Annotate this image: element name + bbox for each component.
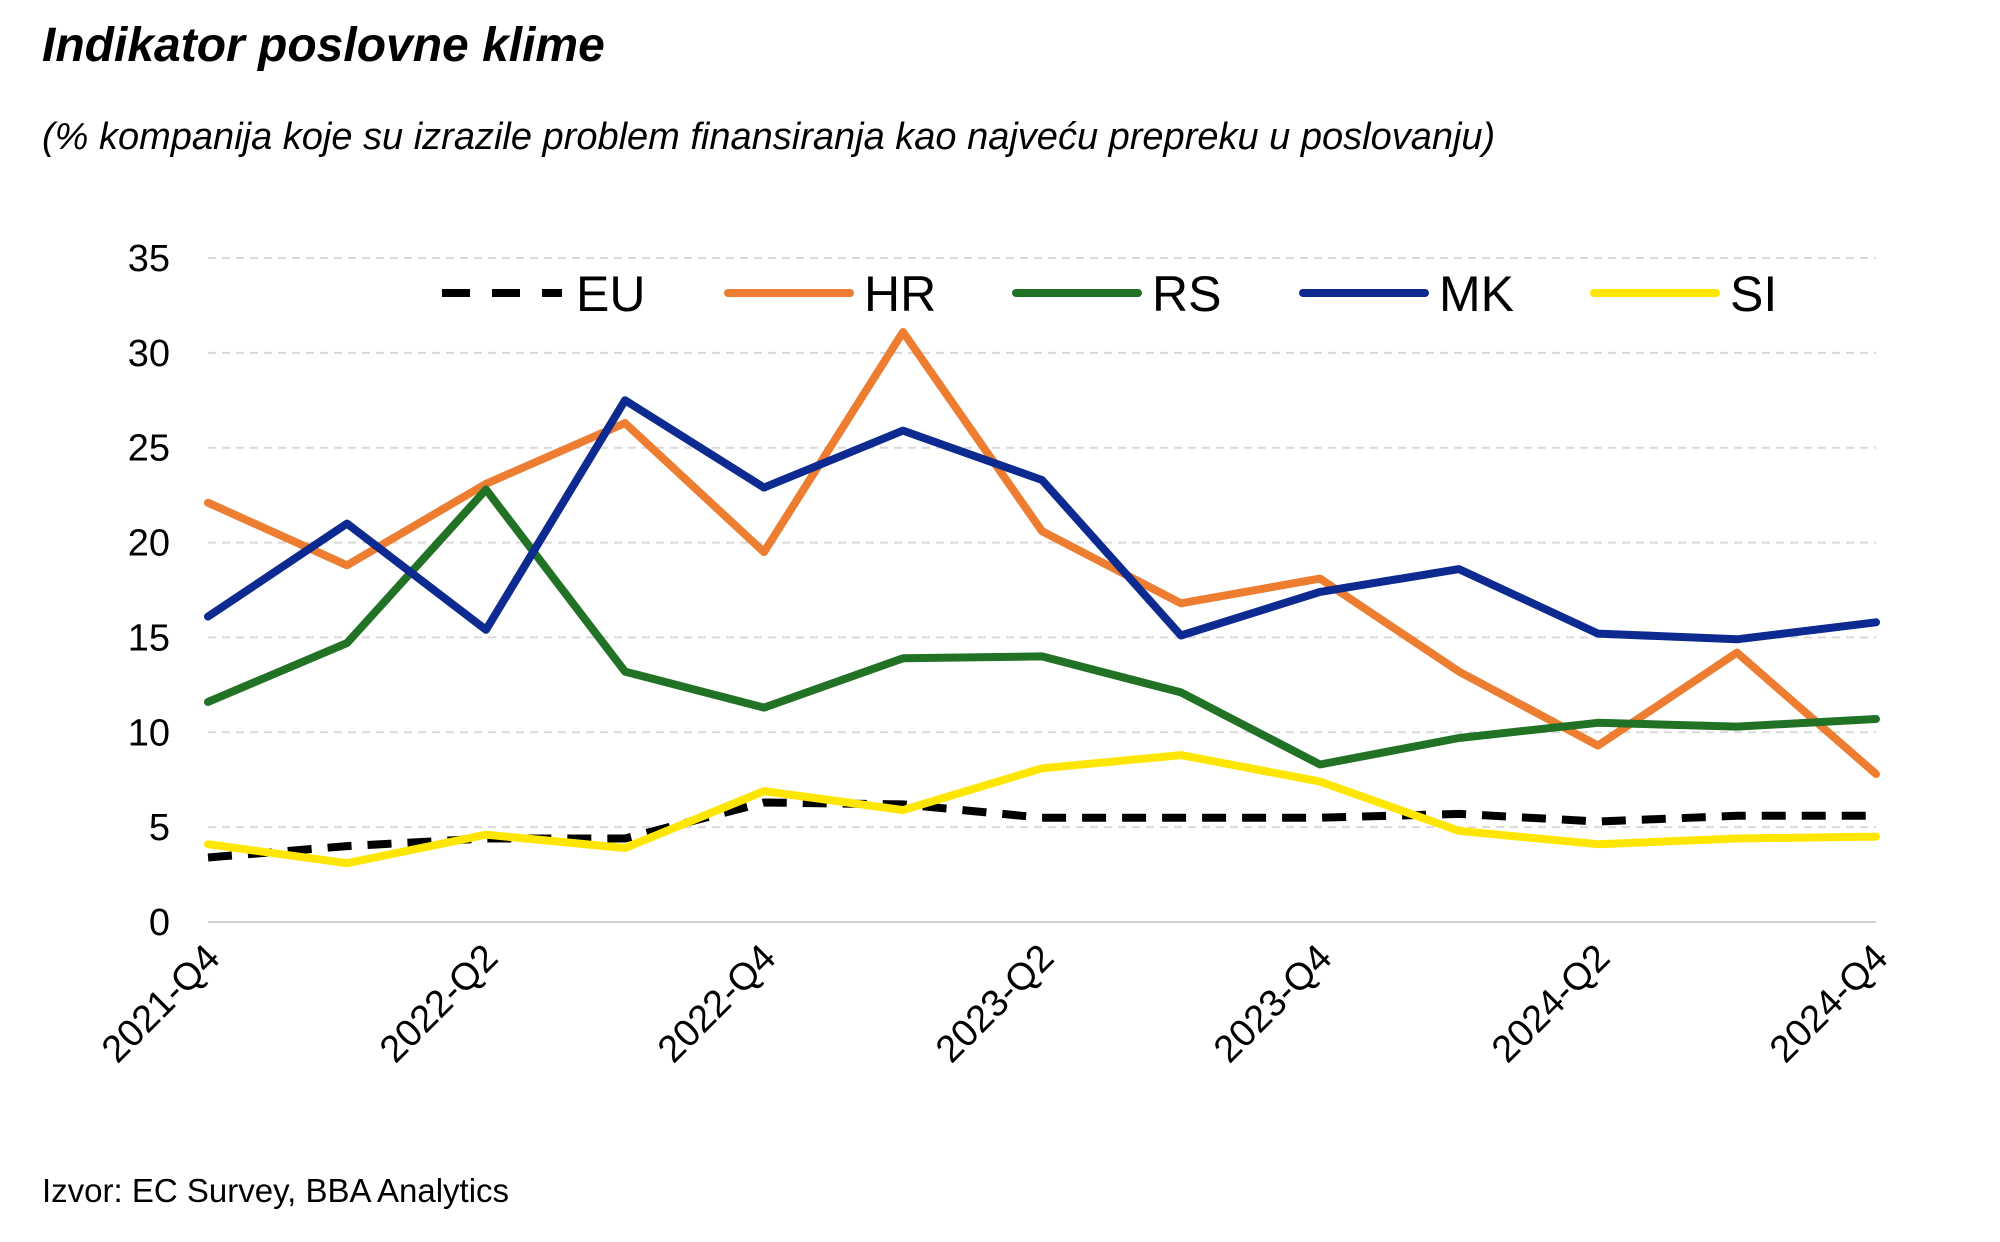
- x-tick-label: 2021-Q4: [94, 937, 228, 1071]
- legend: EU HR RS MK SI: [442, 266, 1777, 322]
- series-lines: [204, 328, 1880, 868]
- series-line-eu: [207, 798, 1876, 862]
- y-tick-label: 30: [128, 333, 170, 375]
- legend-label-eu: EU: [576, 266, 645, 322]
- series-line-hr: [204, 328, 1880, 778]
- y-tick-label: 15: [128, 617, 170, 659]
- series-line-mk: [204, 396, 1880, 644]
- x-tick-label: 2023-Q2: [928, 937, 1062, 1071]
- series-line-si: [204, 751, 1880, 868]
- source-note: Izvor: EC Survey, BBA Analytics: [42, 1172, 510, 1209]
- y-axis-ticks: 0 5 10 15 20 25 30 35: [128, 238, 170, 944]
- y-tick-label: 35: [128, 238, 170, 280]
- y-tick-label: 5: [149, 807, 170, 849]
- x-tick-label: 2024-Q4: [1762, 937, 1896, 1071]
- x-tick-label: 2023-Q4: [1206, 937, 1340, 1071]
- y-tick-label: 10: [128, 712, 170, 754]
- series-line-rs: [204, 485, 1880, 769]
- legend-label-si: SI: [1730, 266, 1777, 322]
- legend-label-rs: RS: [1152, 266, 1221, 322]
- x-tick-label: 2022-Q2: [372, 937, 506, 1071]
- legend-label-hr: HR: [864, 266, 936, 322]
- x-axis-ticks: 2021-Q4 2022-Q2 2022-Q4 2023-Q2 2023-Q4 2024-…: [94, 937, 1896, 1071]
- y-tick-label: 25: [128, 428, 170, 470]
- legend-label-mk: MK: [1439, 266, 1514, 322]
- x-tick-label: 2022-Q4: [650, 937, 784, 1071]
- y-tick-label: 0: [149, 902, 170, 944]
- chart-subtitle: (% kompanija koje su izrazile problem fi…: [42, 116, 1496, 158]
- x-tick-label: 2024-Q2: [1484, 937, 1618, 1071]
- y-tick-label: 20: [128, 523, 170, 565]
- chart-title: Indikator poslovne klime: [42, 19, 605, 72]
